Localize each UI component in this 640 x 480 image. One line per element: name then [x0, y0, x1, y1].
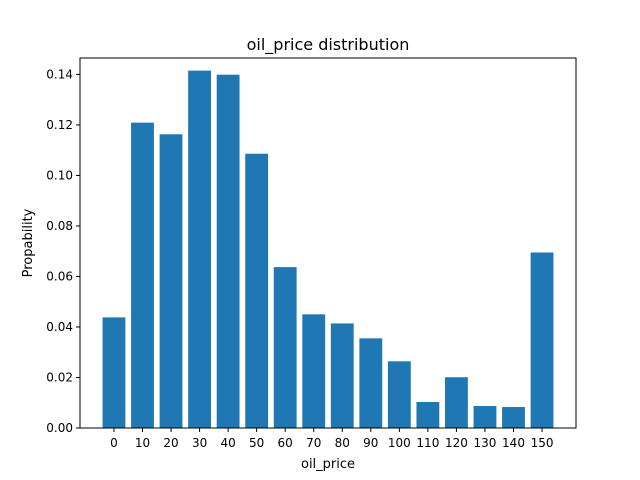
x-tick-label: 90 — [363, 436, 378, 450]
x-axis-label: oil_price — [301, 457, 355, 472]
bar-40 — [216, 74, 240, 429]
x-tick-label: 60 — [278, 436, 293, 450]
y-tick-label: 0.04 — [46, 320, 73, 334]
x-tick-label: 120 — [445, 436, 468, 450]
x-tick-label: 140 — [502, 436, 525, 450]
y-tick-label: 0.06 — [46, 269, 73, 283]
x-tick-label: 30 — [192, 436, 207, 450]
bar-140 — [502, 407, 525, 428]
y-tick-label: 0.00 — [46, 421, 73, 435]
y-tick-label: 0.14 — [46, 67, 73, 81]
x-tick-label: 10 — [135, 436, 150, 450]
y-tick-label: 0.02 — [46, 370, 73, 384]
bar-60 — [273, 267, 297, 428]
bar-100 — [387, 361, 411, 428]
x-tick-label: 100 — [388, 436, 411, 450]
x-tick-label: 40 — [220, 436, 235, 450]
bar-90 — [359, 338, 383, 428]
x-tick-label: 70 — [306, 436, 321, 450]
bar-50 — [245, 153, 269, 428]
x-tick-label: 50 — [249, 436, 264, 450]
x-tick-label: 130 — [474, 436, 497, 450]
x-tick-label: 110 — [416, 436, 439, 450]
y-tick-label: 0.12 — [46, 118, 73, 132]
x-tick-label: 150 — [531, 436, 554, 450]
bar-110 — [416, 401, 440, 428]
bar-130 — [473, 406, 497, 428]
bar-20 — [159, 134, 183, 428]
y-tick-label: 0.08 — [46, 219, 73, 233]
bar-10 — [131, 122, 154, 428]
bar-150 — [530, 252, 554, 428]
y-axis-label: Propability — [21, 208, 36, 277]
plot-area-frame — [79, 57, 577, 429]
bar-0 — [102, 317, 126, 428]
y-axis-ticks: 0.00 0.02 0.04 0.06 0.08 0.10 0.12 0.14 — [46, 67, 80, 435]
x-tick-label: 0 — [110, 436, 118, 450]
bar-70 — [302, 314, 326, 428]
chart-title: oil_price distribution — [247, 35, 410, 55]
bars-group — [102, 70, 554, 429]
x-tick-label: 80 — [335, 436, 350, 450]
y-tick-label: 0.10 — [46, 168, 73, 182]
bar-30 — [188, 70, 211, 428]
x-axis-ticks: 0 10 20 30 40 50 60 70 80 90 100 110 120 130 140 150 — [110, 428, 553, 450]
x-tick-label: 20 — [163, 436, 178, 450]
bar-120 — [445, 377, 468, 428]
bar-80 — [330, 323, 354, 428]
